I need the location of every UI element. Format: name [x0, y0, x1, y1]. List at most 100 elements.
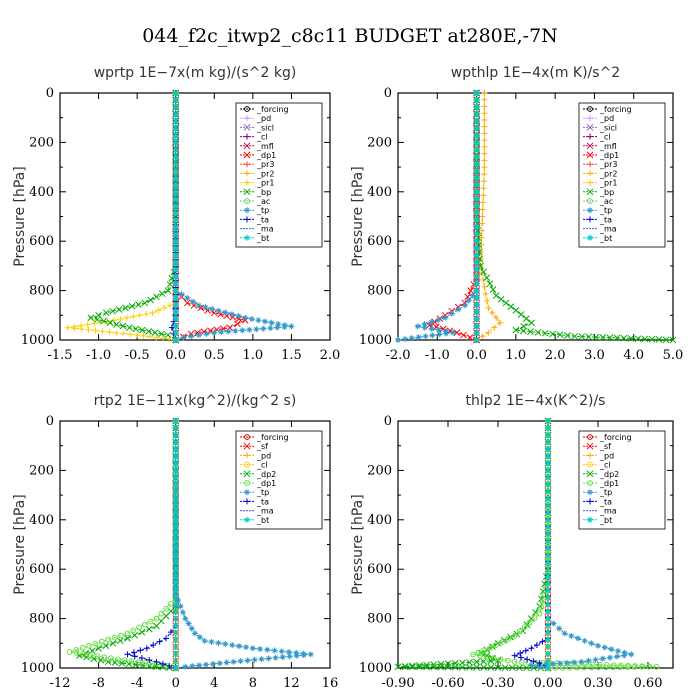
point-marker	[458, 663, 466, 671]
point-marker	[481, 647, 488, 654]
point-marker	[153, 622, 160, 630]
point-marker	[587, 170, 593, 177]
legend-label: _sicl	[256, 123, 274, 132]
series-path	[67, 93, 177, 341]
point-marker	[481, 283, 488, 290]
legend-label: _ta	[599, 215, 612, 224]
point-marker	[172, 657, 179, 664]
point-marker	[473, 273, 480, 280]
x-tick-label: 0.30	[584, 676, 613, 691]
x-tick-label: -0.30	[481, 676, 514, 691]
series-line	[426, 89, 480, 344]
point-marker	[149, 309, 156, 316]
point-marker	[130, 313, 137, 320]
point-marker	[587, 480, 593, 486]
legend-label: _ma	[256, 507, 274, 516]
point-marker	[172, 280, 179, 287]
point-marker	[541, 329, 549, 337]
legend-label: _pr3	[256, 160, 274, 169]
point-marker	[485, 329, 492, 336]
point-marker	[293, 652, 300, 659]
point-marker	[549, 330, 557, 338]
point-marker	[516, 628, 523, 635]
point-marker	[98, 638, 105, 645]
point-marker	[516, 664, 523, 672]
point-marker	[421, 321, 428, 328]
y-tick-label: 200	[367, 463, 392, 478]
point-marker	[435, 316, 442, 323]
point-marker	[239, 327, 246, 334]
point-marker	[106, 319, 114, 327]
point-marker	[172, 453, 179, 460]
point-marker	[550, 620, 557, 627]
point-marker	[248, 316, 255, 323]
point-marker	[429, 332, 436, 339]
point-marker	[473, 146, 480, 153]
point-marker	[179, 609, 186, 616]
point-marker	[172, 231, 179, 238]
point-marker	[87, 314, 95, 322]
point-marker	[545, 629, 551, 636]
x-tick-label: -4	[131, 676, 144, 691]
point-marker	[517, 311, 525, 318]
point-marker	[587, 106, 593, 112]
point-marker	[492, 292, 500, 299]
point-marker	[172, 153, 179, 160]
point-marker	[545, 474, 551, 481]
x-tick-label: -1.0	[86, 348, 111, 363]
point-marker	[428, 325, 435, 332]
x-tick-label: 1.0	[506, 348, 527, 363]
point-marker	[172, 202, 179, 209]
point-marker	[172, 474, 179, 481]
point-marker	[272, 654, 279, 661]
point-marker	[172, 615, 179, 622]
point-marker	[232, 327, 239, 334]
point-marker	[147, 618, 154, 625]
point-marker	[545, 453, 551, 460]
y-tick-label: 800	[367, 284, 392, 299]
point-marker	[124, 651, 131, 658]
point-marker	[505, 636, 512, 642]
point-marker	[163, 635, 170, 642]
x-tick-label: -1.5	[47, 348, 72, 363]
point-marker	[631, 664, 638, 670]
point-marker	[172, 90, 179, 96]
point-marker	[172, 97, 179, 104]
point-marker	[153, 658, 160, 665]
y-tick-label: 800	[367, 612, 392, 627]
point-marker	[137, 647, 144, 654]
point-marker	[216, 660, 223, 667]
point-marker	[408, 335, 415, 342]
point-marker	[549, 660, 556, 667]
point-marker	[587, 434, 593, 440]
point-marker	[624, 664, 631, 670]
series-line	[395, 90, 480, 343]
point-marker	[615, 647, 621, 654]
point-marker	[481, 157, 488, 164]
x-tick-label: 4	[210, 676, 218, 691]
point-marker	[244, 179, 250, 186]
point-marker	[448, 310, 455, 317]
point-marker	[158, 290, 166, 298]
legend-label: _bp	[256, 188, 271, 197]
legend-label: _pd	[256, 451, 271, 460]
point-marker	[481, 110, 488, 117]
point-marker	[473, 181, 480, 188]
point-marker	[172, 238, 179, 245]
point-marker	[473, 252, 480, 259]
point-marker	[146, 656, 153, 663]
x-tick-label: 0.00	[534, 676, 563, 691]
point-marker	[545, 594, 551, 601]
point-marker	[587, 516, 593, 523]
point-marker	[77, 322, 84, 329]
point-marker	[421, 324, 428, 331]
point-marker	[473, 287, 480, 294]
point-marker	[286, 649, 293, 656]
legend-label: _tp	[256, 206, 269, 215]
x-tick-label: 0	[172, 676, 180, 691]
point-marker	[172, 495, 179, 502]
legend-label: _dp1	[599, 479, 619, 488]
point-marker	[172, 580, 179, 587]
point-marker	[172, 577, 179, 584]
legend-label: _cl	[256, 461, 268, 470]
